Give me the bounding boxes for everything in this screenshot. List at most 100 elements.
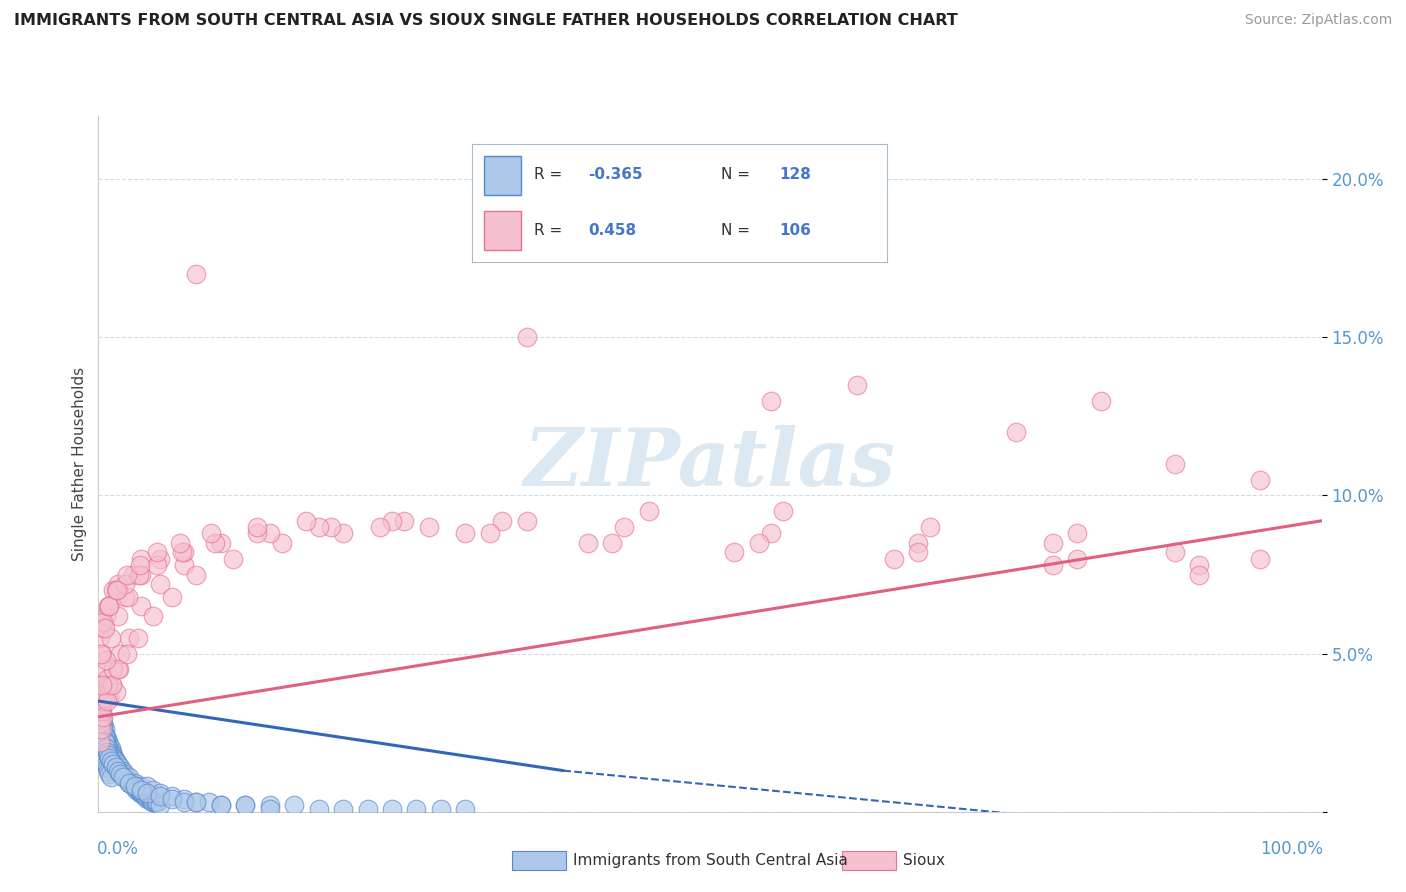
Point [233, 798, 256, 813]
Point [118, 631, 141, 645]
Point [90, 723, 112, 737]
Point [772, 504, 794, 518]
Point [146, 795, 169, 809]
Point [89, 710, 111, 724]
Point [97, 747, 120, 762]
Point [89, 704, 111, 718]
Point [91, 678, 114, 692]
Point [101, 747, 124, 762]
Point [141, 795, 163, 809]
Point [107, 662, 129, 676]
Point [91, 723, 114, 737]
Point [173, 558, 195, 572]
Point [104, 754, 127, 768]
Point [1004, 425, 1026, 440]
Point [98, 745, 121, 759]
Point [90, 678, 112, 692]
Point [1090, 393, 1112, 408]
Point [91, 647, 114, 661]
Point [368, 520, 391, 534]
Point [108, 662, 131, 676]
Point [748, 536, 770, 550]
Point [96, 731, 118, 746]
Point [270, 536, 294, 550]
Point [233, 798, 256, 813]
Point [100, 747, 122, 762]
Point [101, 678, 124, 692]
Point [89, 735, 111, 749]
Point [90, 647, 112, 661]
Point [129, 599, 152, 614]
Point [209, 798, 232, 813]
Point [129, 782, 152, 797]
Point [1042, 558, 1064, 572]
Point [149, 577, 172, 591]
Point [405, 801, 427, 815]
Point [160, 792, 183, 806]
Point [94, 735, 117, 749]
Point [91, 621, 114, 635]
Point [127, 631, 149, 645]
Point [104, 684, 127, 698]
Point [89, 684, 111, 698]
Point [222, 551, 245, 566]
Point [173, 545, 195, 559]
Point [91, 741, 114, 756]
Point [105, 583, 128, 598]
Point [104, 583, 127, 598]
Point [149, 551, 172, 566]
Point [105, 757, 128, 772]
Point [91, 716, 114, 731]
Point [118, 770, 141, 784]
Point [332, 801, 354, 815]
Point [1249, 551, 1271, 566]
Point [103, 751, 125, 765]
Point [125, 782, 148, 797]
Point [186, 795, 208, 809]
Point [136, 786, 159, 800]
Point [454, 801, 477, 815]
Point [149, 798, 172, 813]
Point [454, 526, 477, 541]
Point [186, 567, 208, 582]
Point [186, 267, 208, 281]
Point [91, 662, 114, 676]
Point [120, 776, 142, 790]
Point [89, 694, 111, 708]
Point [89, 678, 111, 692]
Point [100, 754, 122, 768]
Point [1188, 558, 1211, 572]
Point [356, 801, 378, 815]
Point [115, 773, 138, 788]
Point [98, 751, 121, 765]
Point [576, 536, 599, 550]
Point [98, 599, 121, 614]
Point [637, 504, 661, 518]
Point [515, 330, 537, 344]
Point [107, 577, 129, 591]
Point [295, 514, 318, 528]
FancyBboxPatch shape [842, 851, 896, 871]
Point [94, 729, 117, 743]
Point [110, 760, 132, 774]
Point [104, 760, 127, 774]
Point [142, 608, 165, 623]
Point [91, 719, 114, 733]
Point [197, 795, 219, 809]
Point [112, 770, 135, 784]
Point [146, 558, 169, 572]
Point [128, 567, 150, 582]
Point [129, 780, 152, 794]
Point [920, 520, 942, 534]
Point [91, 710, 114, 724]
Point [107, 764, 129, 778]
Point [1066, 526, 1088, 541]
Point [111, 766, 134, 780]
Point [93, 690, 115, 705]
Point [90, 704, 112, 718]
Text: 0.0%: 0.0% [97, 839, 139, 857]
Point [149, 786, 172, 800]
Point [94, 741, 117, 756]
Point [209, 536, 232, 550]
Point [104, 754, 127, 768]
